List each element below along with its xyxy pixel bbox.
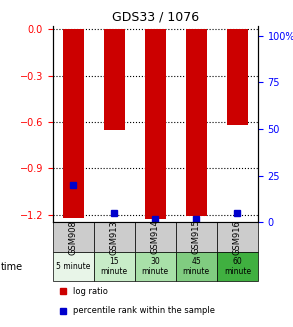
Title: GDS33 / 1076: GDS33 / 1076 <box>112 10 199 24</box>
FancyBboxPatch shape <box>217 252 258 281</box>
FancyBboxPatch shape <box>176 222 217 252</box>
Bar <box>104 29 125 130</box>
Text: GSM908: GSM908 <box>69 220 78 254</box>
Bar <box>227 29 248 125</box>
FancyBboxPatch shape <box>135 222 176 252</box>
FancyBboxPatch shape <box>217 222 258 252</box>
Text: time: time <box>1 262 23 271</box>
FancyBboxPatch shape <box>53 252 94 281</box>
FancyBboxPatch shape <box>53 222 94 252</box>
FancyBboxPatch shape <box>94 252 135 281</box>
Text: 45
minute: 45 minute <box>183 257 210 276</box>
Bar <box>145 29 166 219</box>
Bar <box>63 29 84 218</box>
FancyBboxPatch shape <box>135 252 176 281</box>
Text: GSM913: GSM913 <box>110 220 119 254</box>
Text: 15
minute: 15 minute <box>101 257 128 276</box>
Text: 30
minute: 30 minute <box>142 257 169 276</box>
Text: GSM915: GSM915 <box>192 220 201 254</box>
Text: 60
minute: 60 minute <box>224 257 251 276</box>
Text: percentile rank within the sample: percentile rank within the sample <box>73 306 215 315</box>
Bar <box>186 29 207 216</box>
FancyBboxPatch shape <box>94 222 135 252</box>
Text: GSM916: GSM916 <box>233 220 242 254</box>
Text: GSM914: GSM914 <box>151 220 160 254</box>
Text: 5 minute: 5 minute <box>56 262 91 271</box>
Text: log ratio: log ratio <box>73 286 108 296</box>
FancyBboxPatch shape <box>176 252 217 281</box>
